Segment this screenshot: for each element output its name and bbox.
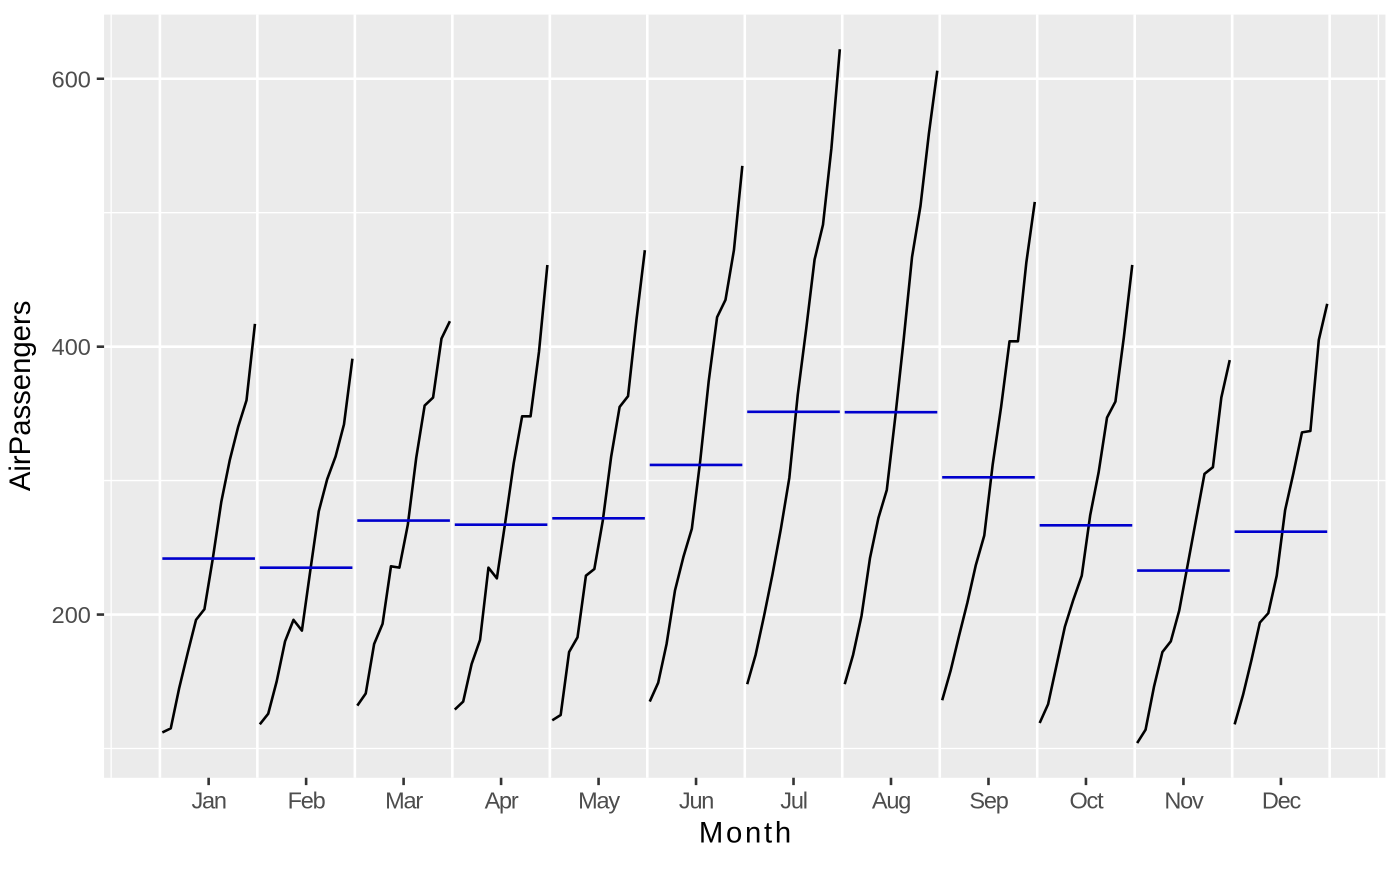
svg-text:Aug: Aug [872,788,910,814]
svg-text:Month: Month [699,817,794,850]
svg-text:Mar: Mar [385,788,423,814]
svg-text:Sep: Sep [969,788,1008,814]
svg-text:Oct: Oct [1069,788,1104,814]
svg-text:Jun: Jun [679,788,713,814]
svg-text:600: 600 [52,66,91,92]
svg-text:Dec: Dec [1262,788,1302,814]
svg-text:Feb: Feb [288,788,326,814]
svg-text:200: 200 [52,602,91,628]
svg-text:Jan: Jan [191,788,225,814]
svg-text:400: 400 [52,334,91,360]
svg-text:May: May [578,788,620,814]
svg-text:Apr: Apr [485,788,519,814]
svg-text:AirPassengers: AirPassengers [4,301,37,492]
svg-text:Jul: Jul [780,788,806,814]
svg-text:Nov: Nov [1164,788,1204,814]
